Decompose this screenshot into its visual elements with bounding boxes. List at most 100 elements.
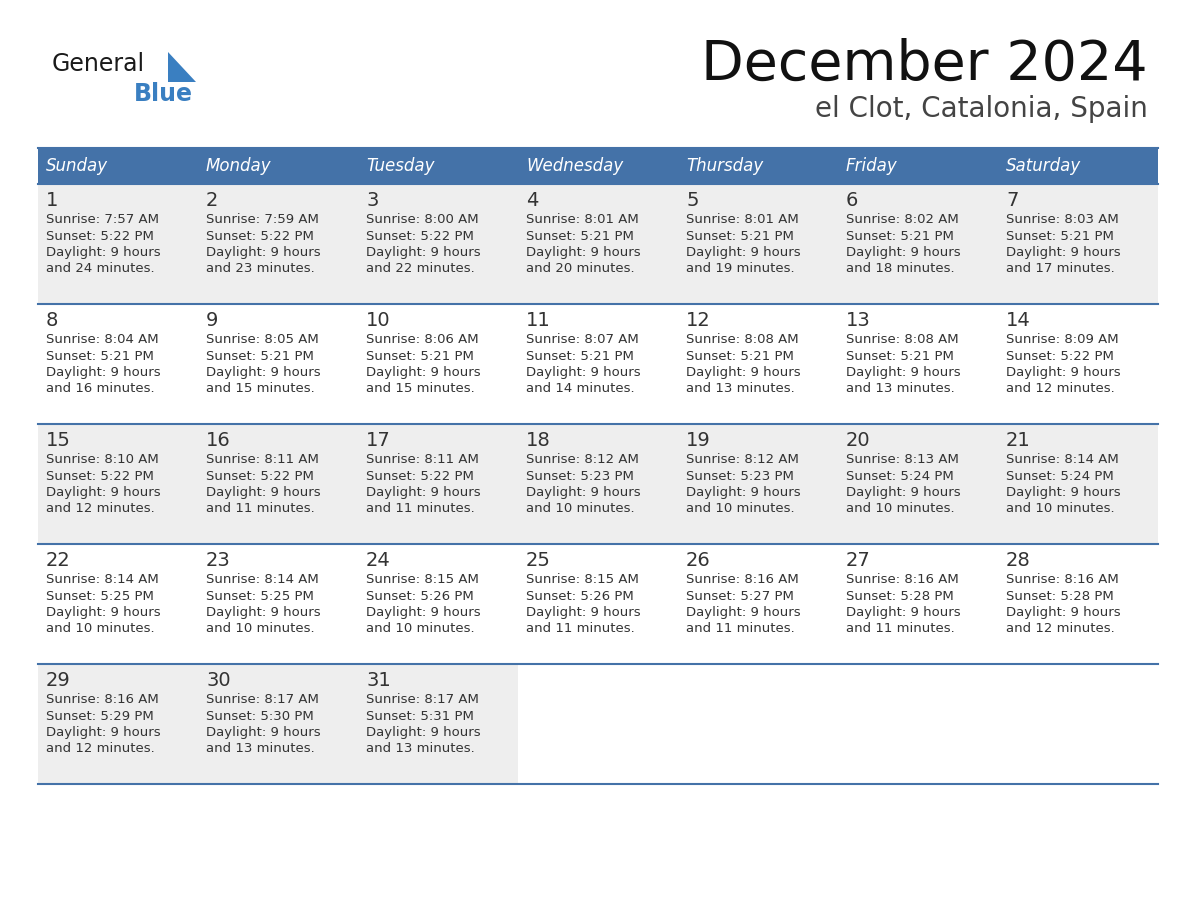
Bar [678, 424, 838, 544]
Text: 17: 17 [366, 431, 391, 450]
Bar [38, 148, 198, 184]
Text: and 12 minutes.: and 12 minutes. [46, 743, 154, 756]
Text: Sunrise: 8:01 AM: Sunrise: 8:01 AM [526, 213, 639, 226]
Text: Sunset: 5:22 PM: Sunset: 5:22 PM [206, 469, 314, 483]
Text: Wednesday: Wednesday [526, 157, 624, 175]
Text: and 11 minutes.: and 11 minutes. [366, 502, 475, 516]
Bar [838, 304, 998, 424]
Text: Sunrise: 8:11 AM: Sunrise: 8:11 AM [206, 453, 318, 466]
Text: Daylight: 9 hours: Daylight: 9 hours [846, 486, 961, 499]
Text: Daylight: 9 hours: Daylight: 9 hours [685, 246, 801, 259]
Bar [198, 664, 358, 784]
Text: Daylight: 9 hours: Daylight: 9 hours [366, 726, 481, 739]
Text: Sunset: 5:22 PM: Sunset: 5:22 PM [366, 230, 474, 242]
Text: 25: 25 [526, 551, 551, 570]
Text: 16: 16 [206, 431, 230, 450]
Text: Sunrise: 8:06 AM: Sunrise: 8:06 AM [366, 333, 479, 346]
Text: Sunset: 5:21 PM: Sunset: 5:21 PM [46, 350, 154, 363]
Text: Daylight: 9 hours: Daylight: 9 hours [685, 366, 801, 379]
Bar [678, 304, 838, 424]
Text: Sunset: 5:23 PM: Sunset: 5:23 PM [685, 469, 794, 483]
Text: 23: 23 [206, 551, 230, 570]
Text: Sunset: 5:22 PM: Sunset: 5:22 PM [46, 469, 154, 483]
Text: Daylight: 9 hours: Daylight: 9 hours [846, 246, 961, 259]
Text: Daylight: 9 hours: Daylight: 9 hours [366, 606, 481, 619]
Text: 21: 21 [1006, 431, 1031, 450]
Text: Sunset: 5:21 PM: Sunset: 5:21 PM [366, 350, 474, 363]
Text: 24: 24 [366, 551, 391, 570]
Bar [358, 544, 518, 664]
Text: Daylight: 9 hours: Daylight: 9 hours [526, 606, 640, 619]
Text: Sunrise: 8:16 AM: Sunrise: 8:16 AM [846, 573, 959, 586]
Text: Daylight: 9 hours: Daylight: 9 hours [526, 246, 640, 259]
Text: Sunset: 5:21 PM: Sunset: 5:21 PM [526, 350, 634, 363]
Text: 27: 27 [846, 551, 871, 570]
Text: Sunrise: 8:12 AM: Sunrise: 8:12 AM [526, 453, 639, 466]
Bar [998, 148, 1158, 184]
Text: Sunrise: 8:14 AM: Sunrise: 8:14 AM [206, 573, 318, 586]
Bar [998, 304, 1158, 424]
Text: Sunrise: 8:09 AM: Sunrise: 8:09 AM [1006, 333, 1119, 346]
Text: Sunrise: 8:11 AM: Sunrise: 8:11 AM [366, 453, 479, 466]
Text: Sunset: 5:21 PM: Sunset: 5:21 PM [206, 350, 314, 363]
Bar [678, 544, 838, 664]
Text: 12: 12 [685, 311, 710, 330]
Text: 7: 7 [1006, 191, 1018, 210]
Text: Sunrise: 8:12 AM: Sunrise: 8:12 AM [685, 453, 798, 466]
Text: 19: 19 [685, 431, 710, 450]
Bar [198, 424, 358, 544]
Text: Thursday: Thursday [685, 157, 763, 175]
Bar [358, 148, 518, 184]
Text: 29: 29 [46, 671, 71, 690]
Bar [38, 544, 198, 664]
Text: 11: 11 [526, 311, 551, 330]
Text: and 10 minutes.: and 10 minutes. [366, 622, 475, 635]
Text: 5: 5 [685, 191, 699, 210]
Text: Sunset: 5:31 PM: Sunset: 5:31 PM [366, 710, 474, 722]
Text: 31: 31 [366, 671, 391, 690]
Text: Sunset: 5:22 PM: Sunset: 5:22 PM [1006, 350, 1114, 363]
Text: Sunrise: 7:57 AM: Sunrise: 7:57 AM [46, 213, 159, 226]
Text: Daylight: 9 hours: Daylight: 9 hours [685, 486, 801, 499]
Text: 2: 2 [206, 191, 219, 210]
Text: Sunrise: 8:17 AM: Sunrise: 8:17 AM [206, 693, 318, 706]
Text: Sunrise: 8:04 AM: Sunrise: 8:04 AM [46, 333, 159, 346]
Text: and 12 minutes.: and 12 minutes. [46, 502, 154, 516]
Text: and 10 minutes.: and 10 minutes. [46, 622, 154, 635]
Text: Daylight: 9 hours: Daylight: 9 hours [526, 486, 640, 499]
Text: Saturday: Saturday [1006, 157, 1081, 175]
Text: Daylight: 9 hours: Daylight: 9 hours [206, 246, 321, 259]
Text: Daylight: 9 hours: Daylight: 9 hours [1006, 606, 1120, 619]
Text: 15: 15 [46, 431, 71, 450]
Text: Sunset: 5:24 PM: Sunset: 5:24 PM [846, 469, 954, 483]
Text: Monday: Monday [206, 157, 272, 175]
Text: Friday: Friday [846, 157, 898, 175]
Text: and 12 minutes.: and 12 minutes. [1006, 383, 1114, 396]
Text: Sunset: 5:27 PM: Sunset: 5:27 PM [685, 589, 794, 602]
Text: and 10 minutes.: and 10 minutes. [685, 502, 795, 516]
Text: 8: 8 [46, 311, 58, 330]
Text: Sunrise: 8:16 AM: Sunrise: 8:16 AM [685, 573, 798, 586]
Bar [38, 424, 198, 544]
Text: Sunset: 5:22 PM: Sunset: 5:22 PM [46, 230, 154, 242]
Text: el Clot, Catalonia, Spain: el Clot, Catalonia, Spain [815, 95, 1148, 123]
Text: and 18 minutes.: and 18 minutes. [846, 263, 955, 275]
Bar [678, 184, 838, 304]
Text: Sunrise: 8:10 AM: Sunrise: 8:10 AM [46, 453, 159, 466]
Text: and 13 minutes.: and 13 minutes. [206, 743, 315, 756]
Text: and 11 minutes.: and 11 minutes. [206, 502, 315, 516]
Text: Sunrise: 8:15 AM: Sunrise: 8:15 AM [366, 573, 479, 586]
Bar [198, 304, 358, 424]
Text: 22: 22 [46, 551, 71, 570]
Text: 10: 10 [366, 311, 391, 330]
Text: Daylight: 9 hours: Daylight: 9 hours [46, 726, 160, 739]
Bar [358, 184, 518, 304]
Bar [998, 544, 1158, 664]
Text: and 22 minutes.: and 22 minutes. [366, 263, 475, 275]
Text: 3: 3 [366, 191, 378, 210]
Text: Sunrise: 8:01 AM: Sunrise: 8:01 AM [685, 213, 798, 226]
Text: Daylight: 9 hours: Daylight: 9 hours [366, 246, 481, 259]
Text: Sunset: 5:28 PM: Sunset: 5:28 PM [1006, 589, 1114, 602]
Text: Daylight: 9 hours: Daylight: 9 hours [206, 486, 321, 499]
Text: Daylight: 9 hours: Daylight: 9 hours [366, 366, 481, 379]
